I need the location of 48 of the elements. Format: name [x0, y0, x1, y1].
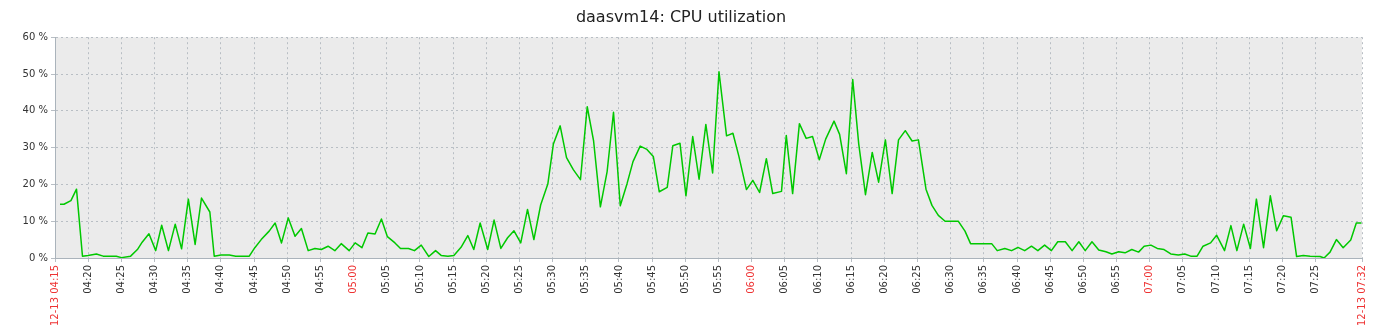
x-tick-label: 04:25 — [114, 265, 126, 294]
x-tick-label: 04:55 — [313, 265, 325, 294]
x-tick-label: 04:50 — [280, 265, 292, 294]
x-tick-label: 12-13 07:32 — [1355, 265, 1367, 327]
x-tick-label: 05:55 — [712, 265, 724, 294]
x-tick-label: 04:45 — [247, 265, 259, 294]
x-tick-label: 05:05 — [380, 265, 392, 294]
x-tick-label: 05:40 — [612, 265, 624, 294]
x-tick-label: 07:20 — [1275, 265, 1287, 294]
x-tick-label: 05:20 — [479, 265, 491, 294]
x-tick-label: 04:20 — [81, 265, 93, 294]
x-tick-label: 06:15 — [844, 265, 856, 294]
x-tick-label: 07:00 — [1143, 265, 1155, 294]
x-tick-label: 06:50 — [1076, 265, 1088, 294]
x-tick-label: 06:40 — [1010, 265, 1022, 294]
y-tick-label: 60 % — [22, 30, 48, 42]
x-tick-label: 07:25 — [1309, 265, 1321, 294]
x-tick-label: 05:00 — [347, 265, 359, 294]
x-tick-label: 12-13 04:15 — [48, 265, 60, 327]
y-tick-label: 40 % — [22, 104, 48, 116]
y-tick-label: 30 % — [22, 141, 48, 153]
x-tick-label: 06:45 — [1043, 265, 1055, 294]
chart-title: daasvm14: CPU utilization — [575, 6, 787, 26]
x-tick-label: 05:35 — [579, 265, 591, 294]
x-tick-label: 07:05 — [1176, 265, 1188, 294]
x-tick-label: 05:15 — [446, 265, 458, 294]
x-tick-label: 06:55 — [1110, 265, 1122, 294]
x-tick-label: 05:10 — [413, 265, 425, 294]
x-tick-label: 07:15 — [1242, 265, 1254, 294]
x-tick-label: 07:10 — [1209, 265, 1221, 294]
x-tick-label: 05:45 — [645, 265, 657, 294]
x-tick-label: 06:00 — [745, 265, 757, 294]
y-tick-label: 0 % — [28, 251, 48, 263]
x-tick-label: 05:30 — [546, 265, 558, 294]
x-tick-label: 06:30 — [944, 265, 956, 294]
x-tick-label: 04:30 — [148, 265, 160, 294]
x-tick-label: 05:50 — [678, 265, 690, 294]
x-tick-label: 05:25 — [513, 265, 525, 294]
x-tick-label: 06:10 — [811, 265, 823, 294]
y-tick-label: 20 % — [22, 177, 48, 189]
x-tick-label: 06:25 — [911, 265, 923, 294]
x-tick-label: 06:05 — [778, 265, 790, 294]
x-tick-label: 06:35 — [977, 265, 989, 294]
x-tick-label: 06:20 — [877, 265, 889, 294]
y-tick-label: 10 % — [22, 214, 48, 226]
y-tick-label: 50 % — [22, 67, 48, 79]
x-tick-label: 04:35 — [181, 265, 193, 294]
x-tick-label: 04:40 — [214, 265, 226, 294]
